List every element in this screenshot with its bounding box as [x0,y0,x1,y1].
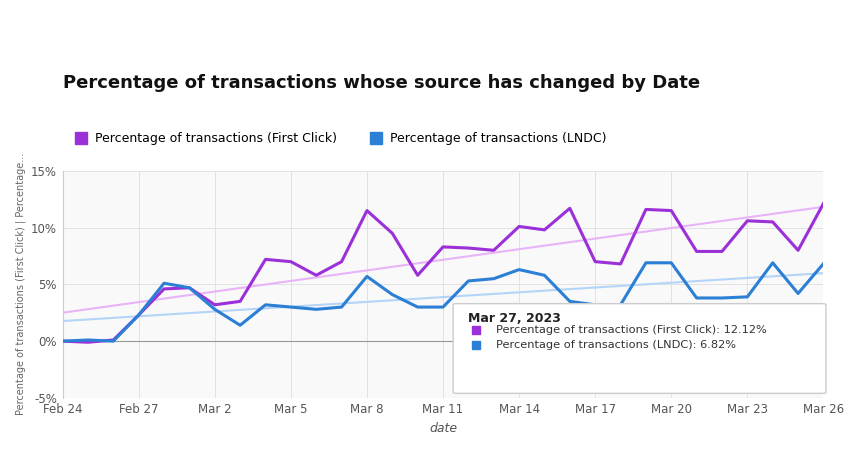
Text: Percentage of transactions (First Click): 12.12%: Percentage of transactions (First Click)… [497,325,767,335]
Legend: Percentage of transactions (First Click), Percentage of transactions (LNDC): Percentage of transactions (First Click)… [69,127,611,150]
X-axis label: date: date [429,422,457,435]
Text: Mar 27, 2023: Mar 27, 2023 [468,311,561,324]
FancyBboxPatch shape [454,304,826,393]
Text: Percentage of transactions (LNDC): 6.82%: Percentage of transactions (LNDC): 6.82% [497,340,736,350]
Text: Percentage of transactions whose source has changed by Date: Percentage of transactions whose source … [63,73,700,91]
Y-axis label: Percentage of transactions (First Click) | Percentage...: Percentage of transactions (First Click)… [15,153,26,415]
